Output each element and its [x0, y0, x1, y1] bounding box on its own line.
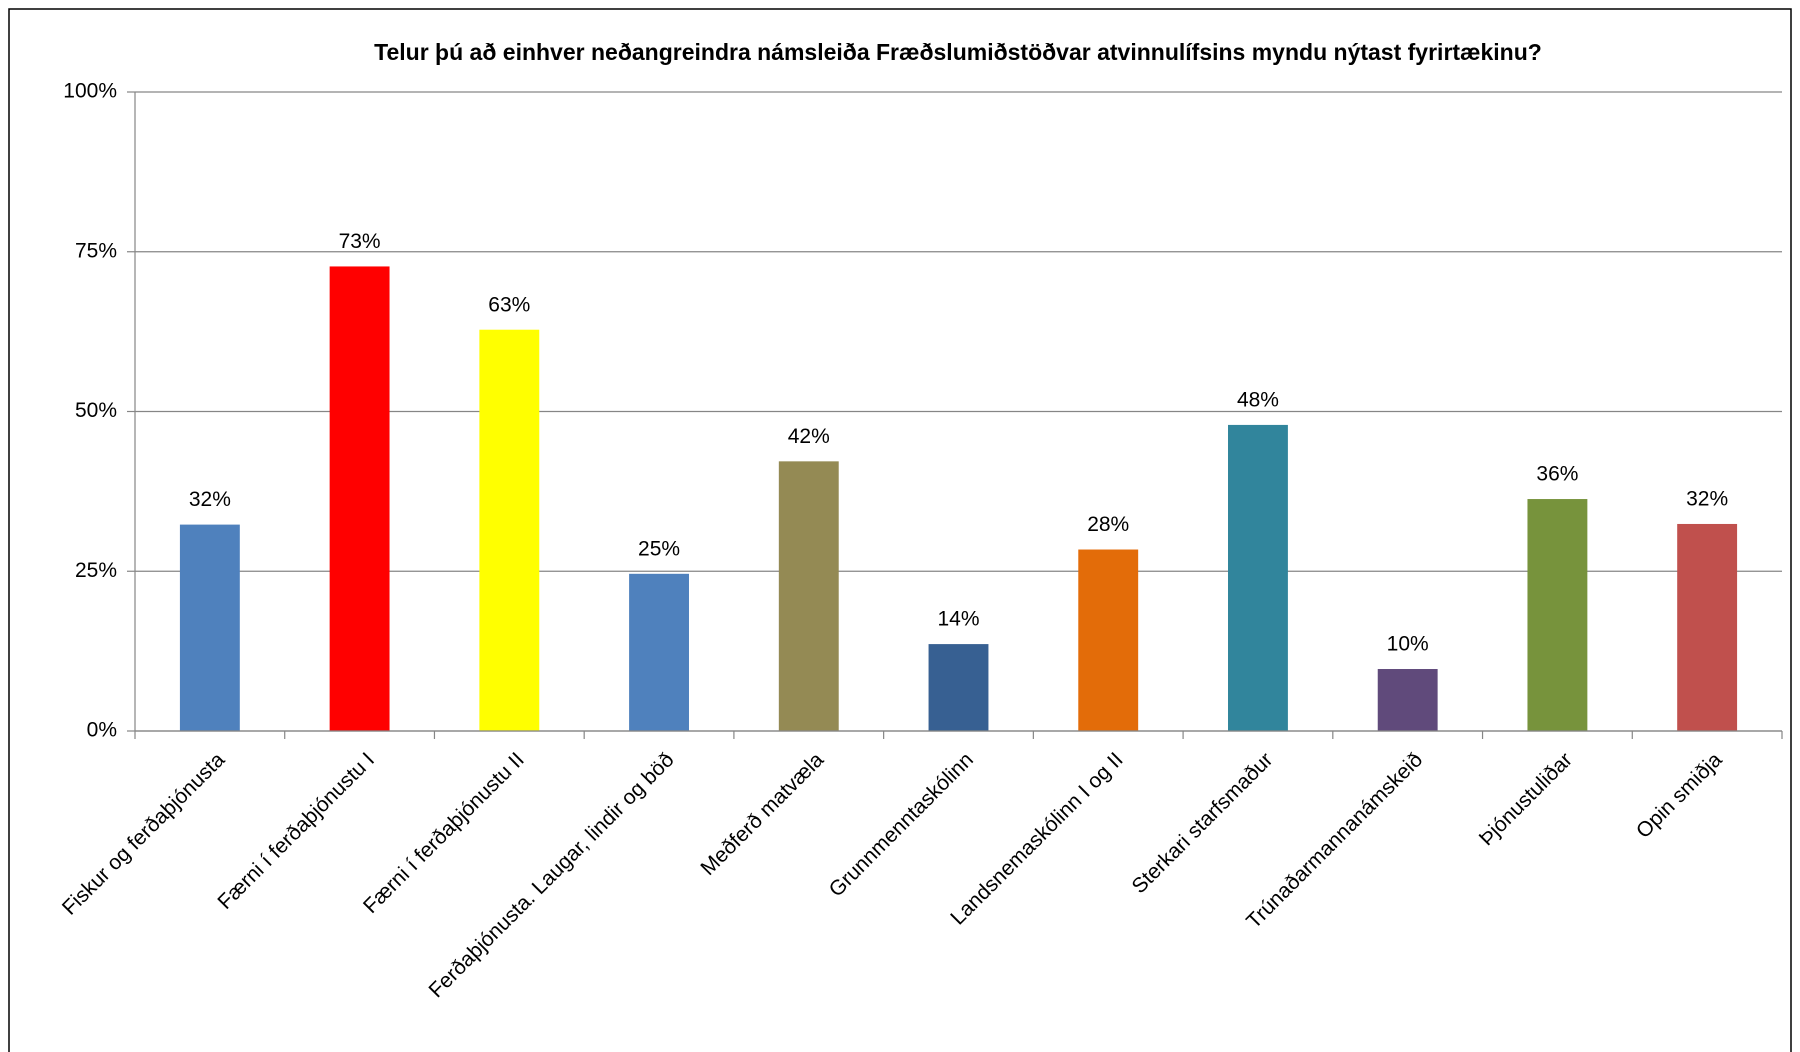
data-label: 32% — [189, 488, 231, 511]
y-tick-label: 100% — [63, 80, 117, 103]
data-label: 48% — [1237, 388, 1279, 411]
data-label: 36% — [1536, 463, 1578, 486]
data-label: 32% — [1686, 488, 1728, 511]
bar — [479, 329, 540, 731]
chart-title: Telur þú að einhver neðangreindra námsle… — [374, 39, 1542, 65]
y-tick-label: 75% — [75, 239, 117, 262]
data-label: 73% — [339, 230, 381, 253]
bar — [1677, 523, 1738, 731]
bar — [778, 461, 839, 731]
y-tick-label: 50% — [75, 399, 117, 422]
bar — [329, 266, 390, 731]
bar — [1078, 549, 1139, 731]
data-label: 25% — [638, 537, 680, 560]
bar — [1377, 669, 1438, 731]
bar — [1527, 499, 1588, 731]
chart-frame — [8, 8, 1792, 1052]
data-label: 42% — [788, 425, 830, 448]
data-label: 14% — [937, 608, 979, 631]
data-label: 10% — [1387, 633, 1429, 656]
data-label: 63% — [488, 293, 530, 316]
bar — [179, 524, 240, 731]
bar — [928, 644, 989, 731]
bar — [1228, 424, 1288, 731]
bar — [629, 573, 689, 731]
data-label: 28% — [1087, 513, 1129, 536]
y-tick-label: 25% — [75, 559, 117, 582]
y-tick-label: 0% — [87, 719, 117, 742]
